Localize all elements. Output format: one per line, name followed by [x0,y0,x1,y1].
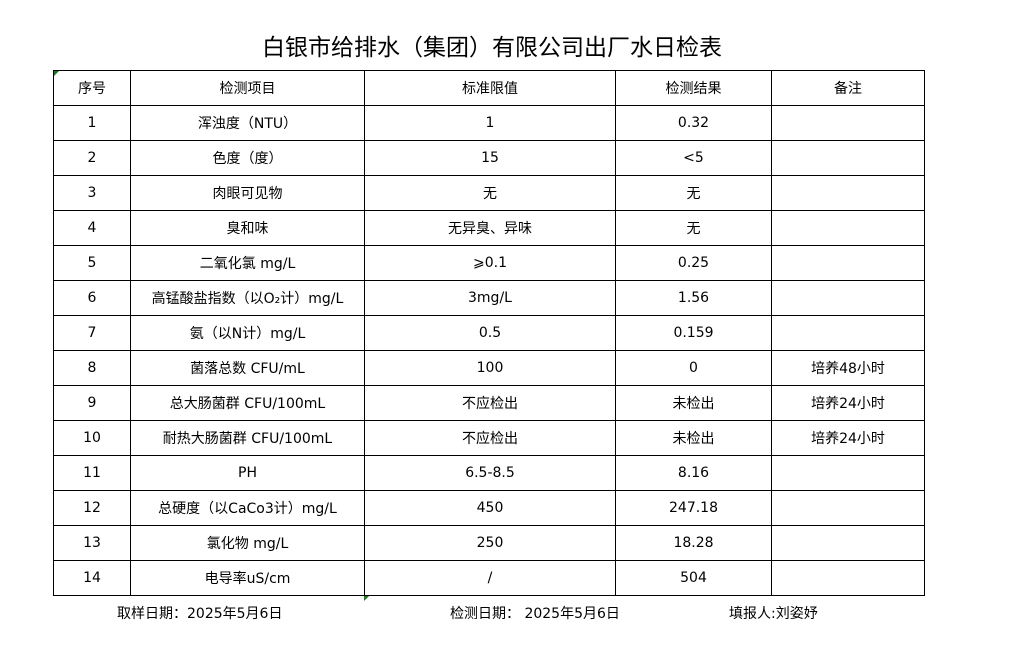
table-cell: 菌落总数 CFU/mL [130,350,365,386]
table-cell: 1 [53,105,131,141]
table-cell: 电导率uS/cm [130,560,365,596]
table-cell: 不应检出 [364,420,616,456]
table-cell [771,455,925,491]
test-date: 检测日期： 2025年5月6日 [450,606,620,622]
table-cell: / [364,560,616,596]
table-cell: 18.28 [615,525,772,561]
table-cell: 0 [615,350,772,386]
sample-date: 取样日期：2025年5月6日 [117,606,283,622]
table-row: 1 浑浊度（NTU） 1 0.32 [53,105,925,141]
table-cell [771,525,925,561]
table-cell: 0.159 [615,315,772,351]
table-cell: 9 [53,385,131,421]
table-cell [771,105,925,141]
table-cell: 培养48小时 [771,350,925,386]
table-cell: 二氧化氯 mg/L [130,245,365,281]
reporter: 填报人:刘姿妤 [729,606,818,622]
table-row: 8 菌落总数 CFU/mL 100 0 培养48小时 [53,350,925,386]
table-cell: 0.5 [364,315,616,351]
table-cell: 2 [53,140,131,176]
header-cell: 标准限值 [364,70,616,106]
table-cell: 247.18 [615,490,772,526]
table-cell: 培养24小时 [771,385,925,421]
table-row: 4 臭和味 无异臭、异味无 [53,210,925,246]
table-cell [771,210,925,246]
table-cell: 250 [364,525,616,561]
table-cell: 12 [53,490,131,526]
table-cell: 总硬度（以CaCo3计）mg/L [130,490,365,526]
table-row: 5 二氧化氯 mg/L ⩾0.1 0.25 [53,245,925,281]
table-cell: 培养24小时 [771,420,925,456]
table-row: 13 氯化物 mg/L 250 18.28 [53,525,925,561]
table-cell: 450 [364,490,616,526]
table-cell [771,560,925,596]
table-cell: 耐热大肠菌群 CFU/100mL [130,420,365,456]
table-cell: 6 [53,280,131,316]
table-cell: 15 [364,140,616,176]
table-cell: 高锰酸盐指数（以O₂计）mg/L [130,280,365,316]
table-cell: 1.56 [615,280,772,316]
table-cell: PH [130,455,365,491]
table-cell: 1 [364,105,616,141]
table-row: 12 总硬度（以CaCo3计）mg/L 450 247.18 [53,490,925,526]
table-cell: 7 [53,315,131,351]
table-row: 6 高锰酸盐指数（以O₂计）mg/L 3mg/L 1.56 [53,280,925,316]
table-header-row: 序号 检测项目 标准限值 检测结果 备注 [53,70,925,106]
table-cell: 氯化物 mg/L [130,525,365,561]
table-cell: 无 [615,210,772,246]
table-row: 3 肉眼可见物无无 [53,175,925,211]
table-cell [771,280,925,316]
table-row: 2 色度（度） 15 <5 [53,140,925,176]
table-cell: 色度（度） [130,140,365,176]
table-cell: 14 [53,560,131,596]
table-cell: 不应检出 [364,385,616,421]
table-cell [771,175,925,211]
table-cell: 10 [53,420,131,456]
page-title: 白银市给排水（集团）有限公司出厂水日检表 [262,35,722,61]
table-cell: 8.16 [615,455,772,491]
table-cell: ⩾0.1 [364,245,616,281]
table-cell: 未检出 [615,420,772,456]
table-cell: <5 [615,140,772,176]
table-cell: 3mg/L [364,280,616,316]
table-row: 9 总大肠菌群 CFU/100mL 不应检出 未检出 培养24小时 [53,385,925,421]
cell-comment-marker [364,596,369,601]
table-cell: 5 [53,245,131,281]
table-cell: 100 [364,350,616,386]
table-cell: 未检出 [615,385,772,421]
table-row: 7 氨（以N计）mg/L 0.5 0.159 [53,315,925,351]
table-row: 11 PH 6.5-8.5 8.16 [53,455,925,491]
header-cell: 检测项目 [130,70,365,106]
header-cell: 备注 [771,70,925,106]
table-cell: 臭和味 [130,210,365,246]
table-cell: 总大肠菌群 CFU/100mL [130,385,365,421]
table-cell [771,315,925,351]
table-cell: 无异臭、异味 [364,210,616,246]
table-cell: 氨（以N计）mg/L [130,315,365,351]
table-cell: 3 [53,175,131,211]
table-cell: 13 [53,525,131,561]
table-cell: 8 [53,350,131,386]
table-cell: 0.25 [615,245,772,281]
table-cell: 肉眼可见物 [130,175,365,211]
table-cell: 11 [53,455,131,491]
header-cell: 检测结果 [615,70,772,106]
table-cell: 504 [615,560,772,596]
table-cell: 浑浊度（NTU） [130,105,365,141]
header-cell: 序号 [53,70,131,106]
table-cell: 4 [53,210,131,246]
inspection-table: 序号 检测项目 标准限值 检测结果 备注 1 浑浊度（NTU） 1 0.32 2 色度（度） 15 <… [53,70,925,596]
table-cell: 无 [364,175,616,211]
table-cell: 6.5-8.5 [364,455,616,491]
table-cell: 无 [615,175,772,211]
table-cell [771,490,925,526]
table-row: 10 耐热大肠菌群 CFU/100mL 不应检出 未检出 培养24小时 [53,420,925,456]
table-cell: 0.32 [615,105,772,141]
table-cell [771,245,925,281]
table-row: 14 电导率uS/cm/504 [53,560,925,596]
table-cell [771,140,925,176]
